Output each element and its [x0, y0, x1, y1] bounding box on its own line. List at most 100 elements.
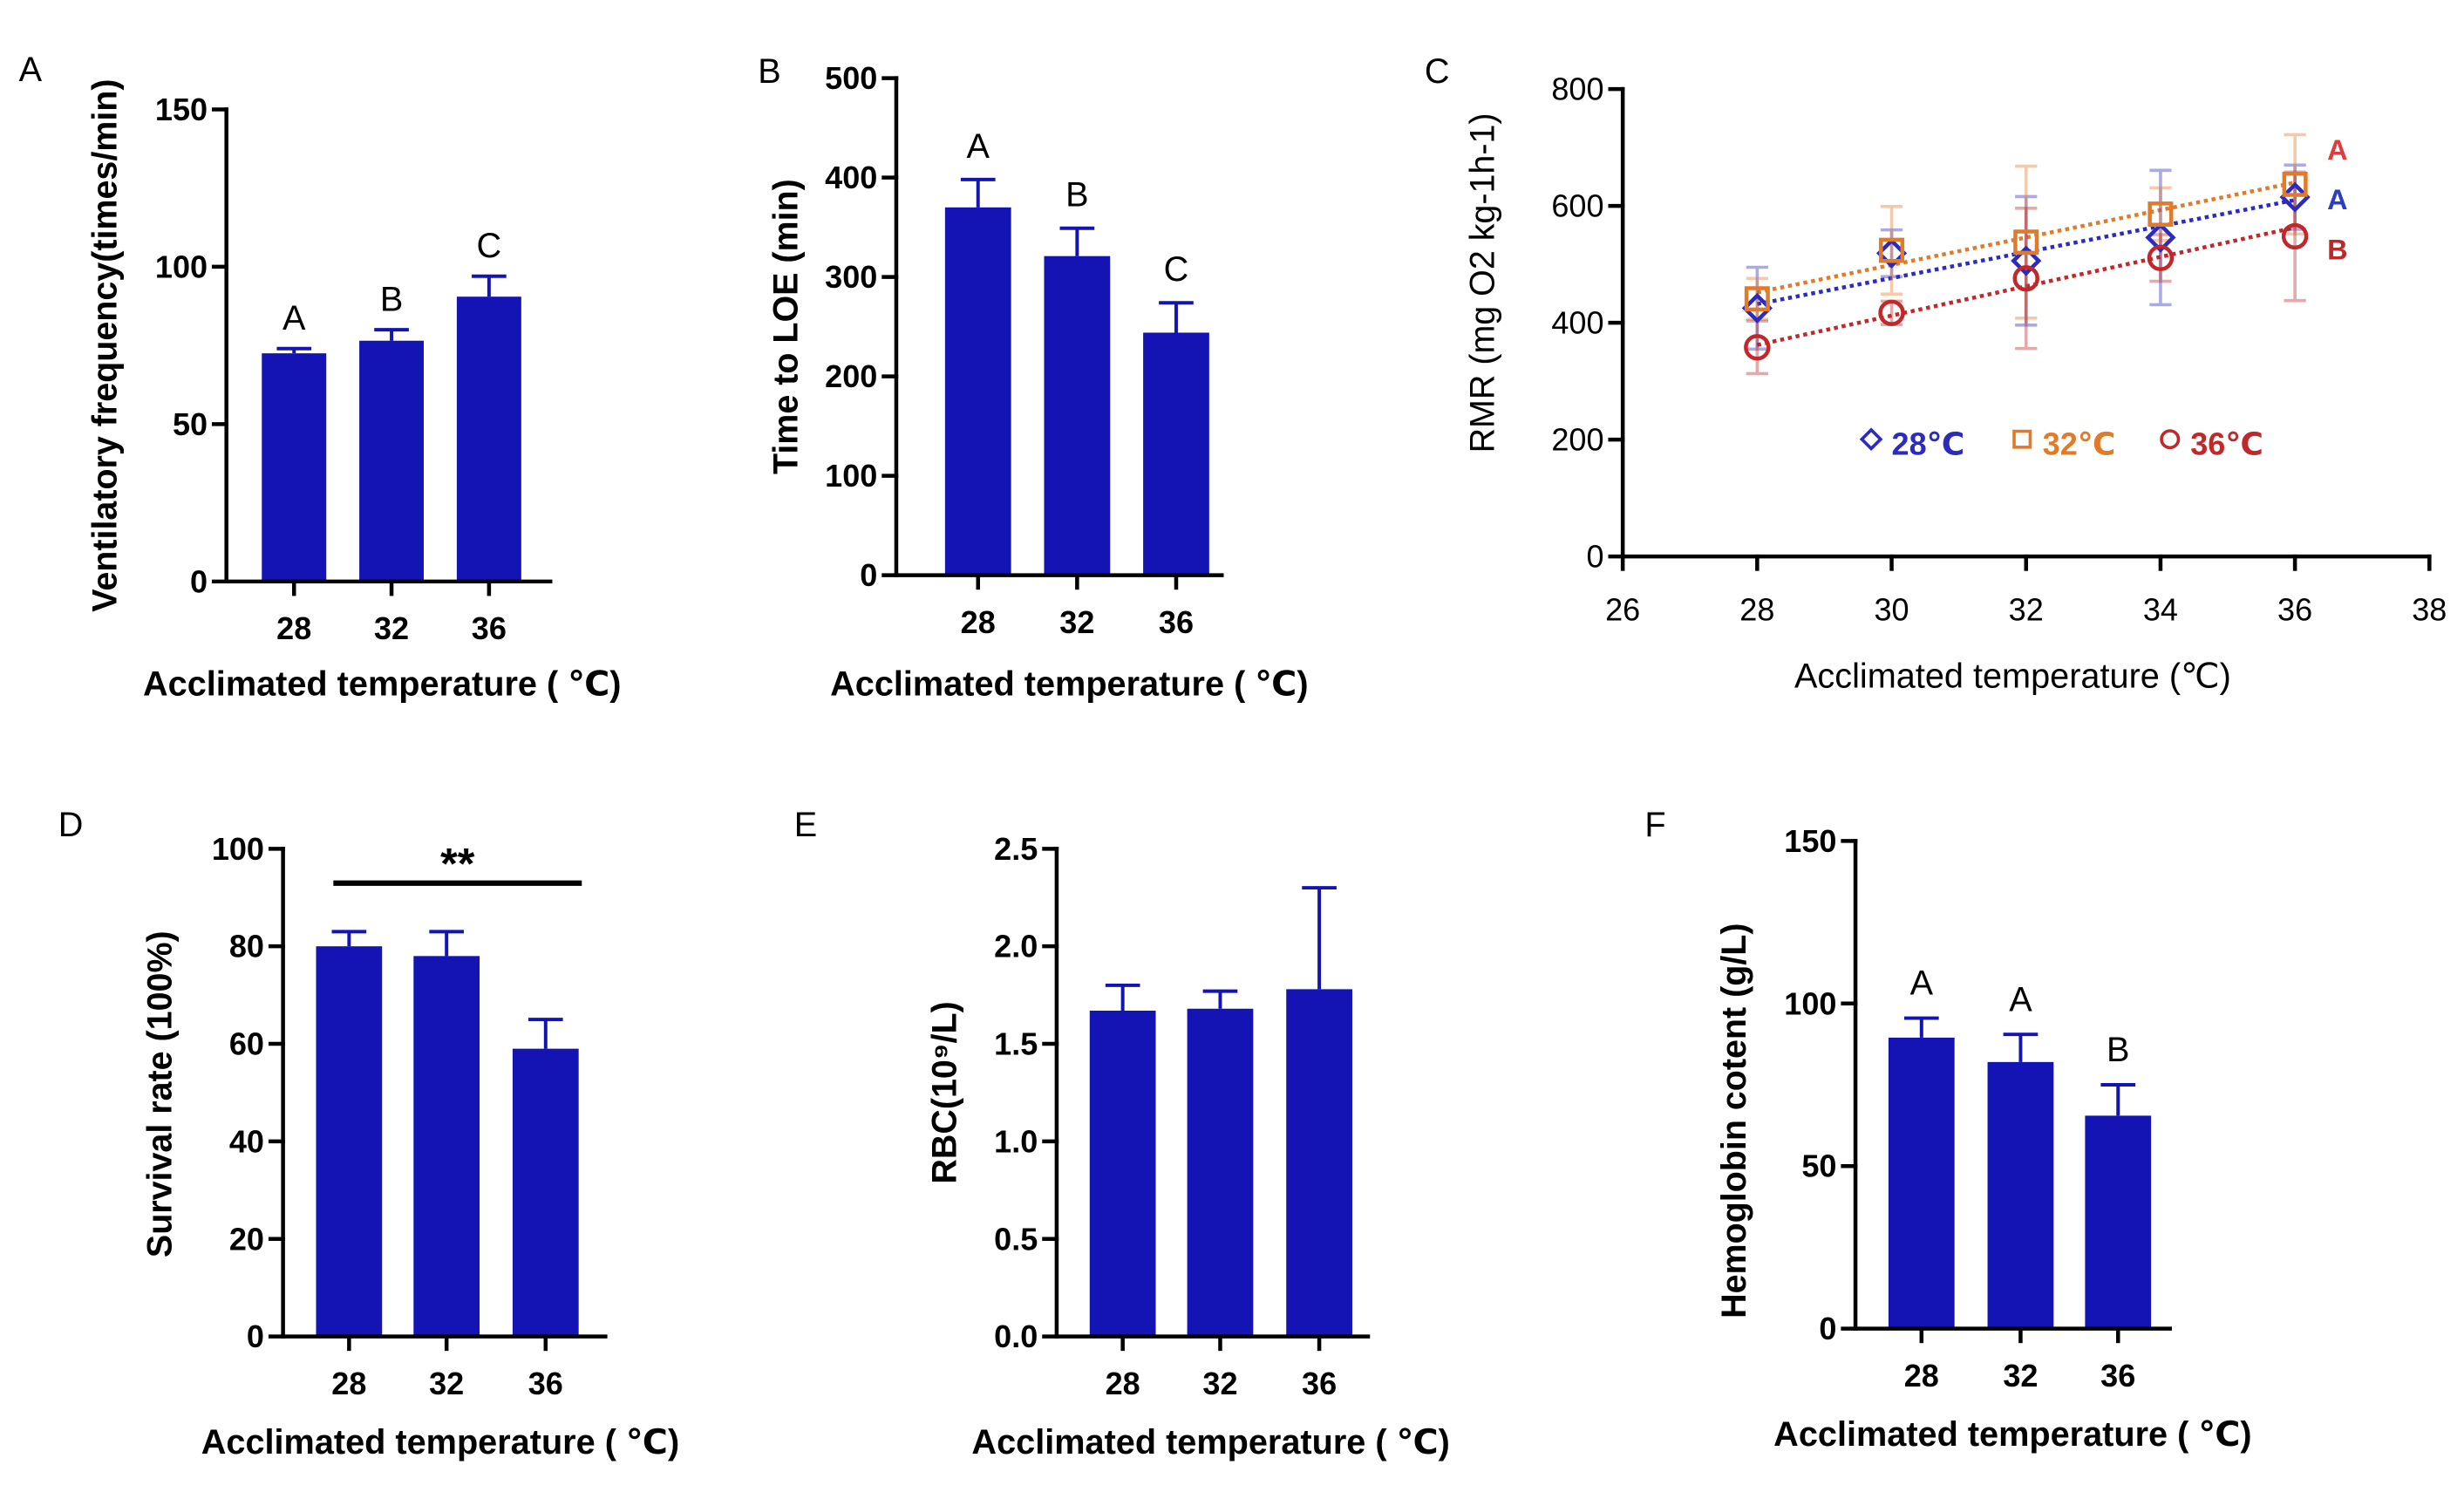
bar-32 [1187, 1008, 1254, 1337]
x-tick-label: 30 [1874, 592, 1909, 628]
y-axis-title: Survival rate (100%) [140, 930, 179, 1257]
point-series-0-x30 [1875, 237, 1908, 269]
y-tick-label: 1.0 [994, 1124, 1038, 1160]
bar-28 [262, 353, 327, 582]
error-bar-series-0-x34 [2149, 168, 2172, 307]
legend-marker-circle [2160, 429, 2181, 450]
bar-28 [944, 207, 1011, 576]
bar-28 [1888, 1037, 1955, 1329]
point-series-1-x32 [2013, 229, 2039, 256]
panel-label: A [19, 51, 43, 89]
error-bar-36 [1159, 301, 1194, 333]
bar-36 [1286, 989, 1352, 1337]
point-series-2-x32 [2012, 265, 2039, 292]
bar-32 [359, 340, 425, 582]
point-series-1-x34 [2147, 201, 2174, 227]
bar-36 [2085, 1115, 2152, 1329]
x-tick-label-28: 28 [961, 604, 996, 640]
x-tick-label: 38 [2412, 592, 2447, 628]
y-tick-label: 400 [825, 160, 877, 195]
bar-32 [1044, 256, 1111, 576]
y-axis-title: RBC(10⁹/L) [925, 1001, 963, 1183]
y-tick-label: 0.0 [994, 1318, 1038, 1354]
point-series-0-x28 [1741, 292, 1773, 324]
y-tick-label: 150 [155, 92, 208, 127]
x-tick-label-36: 36 [2100, 1358, 2135, 1393]
significance-label: ** [440, 839, 475, 889]
panel-f: A 28 A 32 B 36 0 50 100 150 F Acclimated temperatur… [1644, 806, 2251, 1454]
x-tick-label-28: 28 [331, 1366, 366, 1401]
x-tick-label: 34 [2143, 592, 2178, 628]
panel-label: F [1644, 806, 1665, 844]
error-bar-series-0-x30 [1880, 228, 1903, 279]
x-tick-label-36: 36 [528, 1366, 563, 1401]
x-tick-label-36: 36 [1159, 604, 1194, 640]
x-tick-label: 26 [1605, 592, 1640, 628]
x-tick-label: 28 [1739, 592, 1774, 628]
y-axis-title: Hemoglobin cotent (g/L) [1715, 923, 1753, 1318]
y-tick-label: 0 [247, 1318, 264, 1354]
y-tick-label: 20 [229, 1221, 264, 1257]
y-tick-label: 300 [825, 259, 877, 295]
y-tick-label: 2.0 [994, 929, 1038, 964]
x-axis-title: Acclimated temperature ( ℃) [971, 1423, 1449, 1462]
group-letter-36: C [477, 227, 502, 265]
error-bar-series-0-x32 [2015, 194, 2038, 327]
x-tick-label-32: 32 [2003, 1358, 2038, 1393]
error-bar-28 [1903, 1016, 1939, 1038]
group-letter-32: A [2009, 980, 2032, 1019]
legend-label-series-0: 28℃ [1892, 426, 1965, 462]
legend-marker-diamond [1859, 427, 1883, 451]
y-axis-title: Time to LOE (min) [766, 179, 805, 474]
y-tick-label: 0 [1819, 1311, 1836, 1346]
panel-c: 26 28 30 32 34 36 38 0 200 400 600 800 C Acclimated t… [1425, 52, 2447, 696]
y-axis-title: Ventilatory frequency(times/min) [85, 79, 124, 612]
x-tick-label: 32 [2009, 592, 2044, 628]
x-axis-title: Acclimated temperature ( ℃) [1773, 1415, 2251, 1454]
group-letter-series-0: A [2327, 184, 2347, 215]
panel-b: A 28 B 32 C 36 0 100 200 300 400 500 B Acclimated tem… [758, 52, 1308, 704]
x-tick-label-28: 28 [1904, 1358, 1939, 1393]
y-tick-label: 0 [1586, 539, 1603, 575]
panel-label: C [1425, 52, 1450, 91]
y-tick-label: 800 [1551, 72, 1603, 107]
group-letter-series-2: B [2327, 235, 2347, 266]
legend-marker-square [2012, 429, 2032, 449]
group-letter-36: C [1164, 250, 1189, 289]
panel-label: B [758, 52, 780, 91]
y-tick-label: 600 [1551, 188, 1603, 224]
bar-28 [316, 946, 383, 1337]
point-series-2-x28 [1744, 334, 1771, 361]
group-letter-36: B [2107, 1031, 2129, 1069]
x-axis-title: Acclimated temperature (℃) [1794, 658, 2231, 696]
error-bar-28 [331, 930, 367, 947]
x-tick-label-36: 36 [1302, 1366, 1337, 1401]
panel-d: 28 32 36 0 20 40 60 80 100 D Acclimated temperatur… [58, 806, 679, 1462]
error-bar-36 [2100, 1083, 2136, 1116]
bar-32 [1987, 1061, 2054, 1329]
y-tick-label: 2.5 [994, 831, 1038, 867]
y-tick-label: 500 [825, 60, 877, 96]
point-series-0-x34 [2145, 221, 2176, 253]
point-series-1-x36 [2282, 171, 2308, 197]
bar-36 [512, 1048, 579, 1337]
point-series-0-x32 [2011, 245, 2042, 276]
y-tick-label: 100 [212, 831, 264, 867]
y-tick-label: 1.5 [994, 1026, 1038, 1062]
panel-label: D [58, 806, 84, 844]
panel-e: 28 32 36 0.0 0.5 1.0 1.5 2.0 2.5 E Acclimated temp… [794, 806, 1450, 1462]
y-tick-label: 50 [1801, 1148, 1836, 1184]
x-tick-label-32: 32 [1202, 1366, 1237, 1401]
y-axis-title: RMR (mg O2 kg-1h-1) [1463, 112, 1501, 453]
error-bar-series-1-x32 [2015, 164, 2038, 320]
point-series-2-x36 [2281, 222, 2309, 250]
y-tick-label: 200 [1551, 422, 1603, 458]
y-tick-label: 0 [190, 563, 208, 599]
error-bar-28 [960, 177, 996, 208]
legend-label-series-2: 36℃ [2190, 426, 2263, 462]
x-tick-label-28: 28 [276, 610, 311, 646]
group-letter-28: A [282, 299, 306, 337]
x-tick-label: 36 [2277, 592, 2312, 628]
panel-label: E [794, 806, 817, 844]
